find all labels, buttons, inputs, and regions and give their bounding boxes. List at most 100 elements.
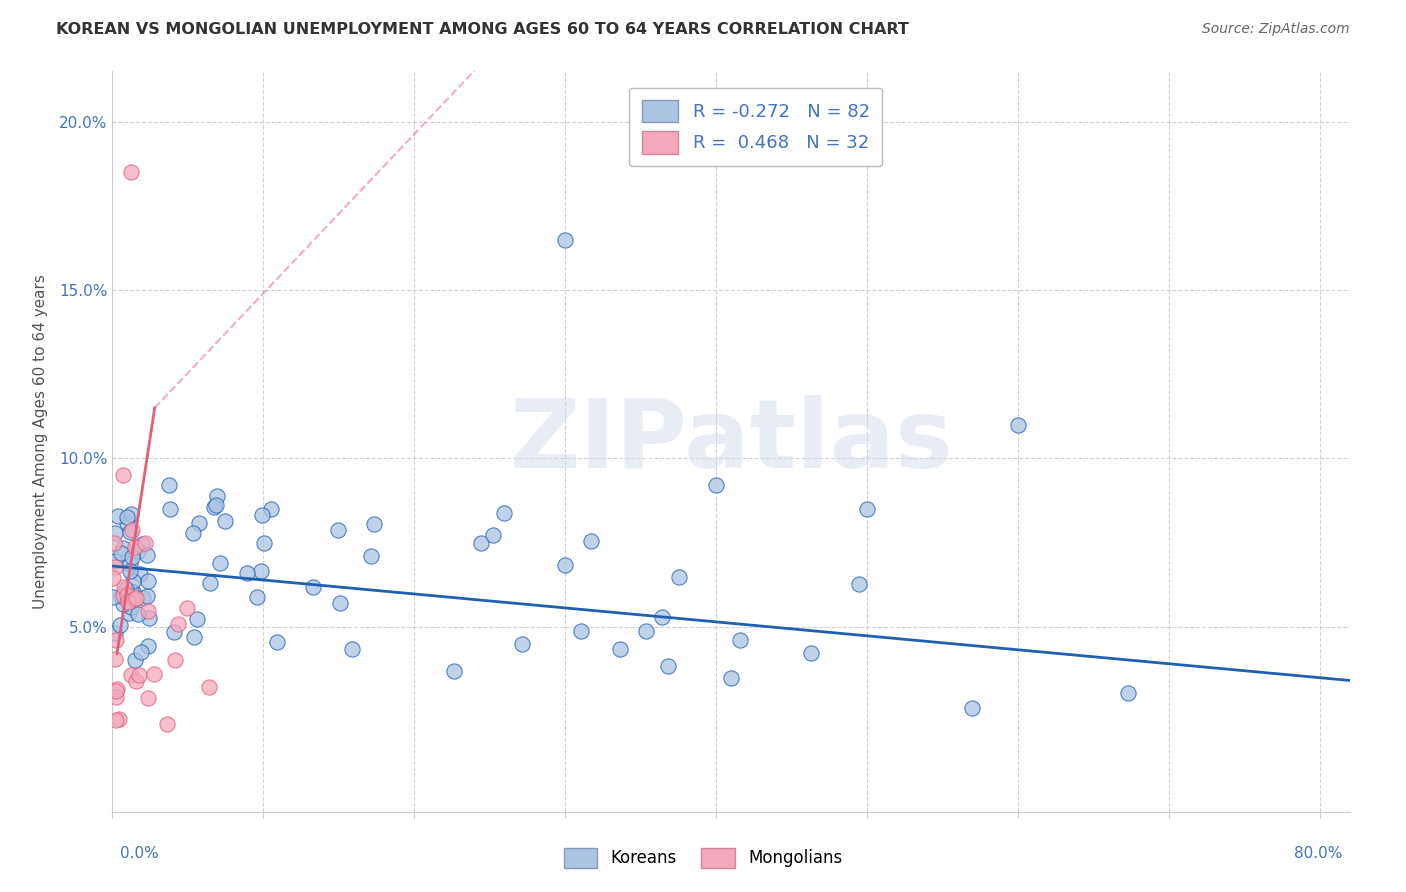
Text: ZIPatlas: ZIPatlas bbox=[509, 395, 953, 488]
Point bbox=[443, 665, 465, 679]
Point bbox=[363, 517, 385, 532]
Point bbox=[122, 574, 145, 588]
Point bbox=[634, 624, 657, 639]
Point bbox=[482, 528, 505, 542]
Point bbox=[156, 717, 179, 731]
Point bbox=[579, 534, 602, 549]
Point bbox=[657, 659, 679, 673]
Point bbox=[121, 584, 143, 599]
Text: KOREAN VS MONGOLIAN UNEMPLOYMENT AMONG AGES 60 TO 64 YEARS CORRELATION CHART: KOREAN VS MONGOLIAN UNEMPLOYMENT AMONG A… bbox=[56, 22, 910, 37]
Point bbox=[115, 510, 138, 524]
Point bbox=[136, 691, 159, 706]
Point bbox=[120, 564, 142, 578]
Point bbox=[107, 508, 129, 523]
Point bbox=[136, 604, 159, 618]
Point bbox=[125, 591, 148, 606]
Point bbox=[163, 653, 186, 667]
Point bbox=[554, 558, 576, 573]
Point bbox=[204, 500, 226, 514]
Point bbox=[157, 478, 180, 492]
Point bbox=[103, 535, 125, 549]
Point bbox=[1116, 686, 1139, 700]
Point bbox=[260, 501, 283, 516]
Point bbox=[554, 233, 576, 247]
Point bbox=[136, 574, 159, 588]
Point bbox=[569, 624, 592, 638]
Point bbox=[120, 668, 142, 682]
Point bbox=[118, 606, 141, 620]
Point bbox=[115, 588, 138, 602]
Point bbox=[121, 549, 143, 564]
Point bbox=[124, 653, 146, 667]
Point bbox=[120, 507, 142, 521]
Point bbox=[111, 588, 134, 602]
Point bbox=[136, 640, 159, 654]
Point bbox=[856, 501, 879, 516]
Point bbox=[253, 535, 276, 549]
Point bbox=[115, 582, 138, 596]
Point bbox=[120, 599, 142, 614]
Text: Source: ZipAtlas.com: Source: ZipAtlas.com bbox=[1202, 22, 1350, 37]
Point bbox=[103, 591, 125, 605]
Point bbox=[108, 712, 131, 726]
Point bbox=[118, 558, 141, 572]
Point bbox=[105, 683, 128, 698]
Point bbox=[112, 580, 135, 594]
Point bbox=[104, 554, 127, 568]
Point bbox=[112, 541, 135, 555]
Point bbox=[120, 165, 142, 179]
Point bbox=[510, 637, 533, 651]
Point bbox=[124, 540, 146, 554]
Point bbox=[720, 671, 742, 685]
Point bbox=[167, 617, 190, 632]
Point bbox=[159, 502, 181, 516]
Point bbox=[198, 576, 221, 591]
Point bbox=[328, 596, 350, 610]
Point bbox=[181, 525, 204, 540]
Point bbox=[962, 700, 984, 714]
Point bbox=[127, 544, 149, 558]
Point bbox=[188, 516, 211, 530]
Point bbox=[115, 516, 138, 530]
Point bbox=[609, 641, 631, 656]
Point bbox=[266, 635, 288, 649]
Point bbox=[104, 632, 127, 647]
Point bbox=[124, 591, 146, 606]
Point bbox=[250, 565, 273, 579]
Point bbox=[668, 570, 690, 584]
Point bbox=[104, 526, 127, 541]
Point bbox=[470, 536, 492, 550]
Point bbox=[112, 468, 135, 483]
Point bbox=[186, 612, 208, 626]
Point bbox=[105, 714, 128, 728]
Point bbox=[198, 680, 221, 694]
Point bbox=[110, 589, 132, 603]
Point bbox=[704, 478, 727, 492]
Point bbox=[104, 560, 127, 574]
Point bbox=[125, 673, 148, 688]
Point bbox=[111, 597, 134, 611]
Point bbox=[176, 600, 198, 615]
Point bbox=[120, 583, 142, 598]
Point bbox=[250, 508, 273, 523]
Point bbox=[121, 523, 143, 537]
Point bbox=[104, 626, 127, 640]
Point bbox=[208, 557, 231, 571]
Point bbox=[245, 590, 267, 604]
Legend: Koreans, Mongolians: Koreans, Mongolians bbox=[557, 841, 849, 875]
Point bbox=[105, 681, 128, 696]
Point bbox=[104, 651, 127, 665]
Point bbox=[110, 546, 132, 560]
Point bbox=[342, 641, 364, 656]
Text: 80.0%: 80.0% bbox=[1295, 846, 1343, 861]
Point bbox=[301, 581, 323, 595]
Point bbox=[129, 645, 152, 659]
Point bbox=[101, 571, 124, 585]
Point bbox=[120, 524, 142, 539]
Point bbox=[143, 667, 166, 681]
Text: 0.0%: 0.0% bbox=[120, 846, 159, 861]
Point bbox=[128, 668, 150, 682]
Point bbox=[848, 577, 870, 591]
Point bbox=[135, 590, 157, 604]
Point bbox=[326, 523, 349, 537]
